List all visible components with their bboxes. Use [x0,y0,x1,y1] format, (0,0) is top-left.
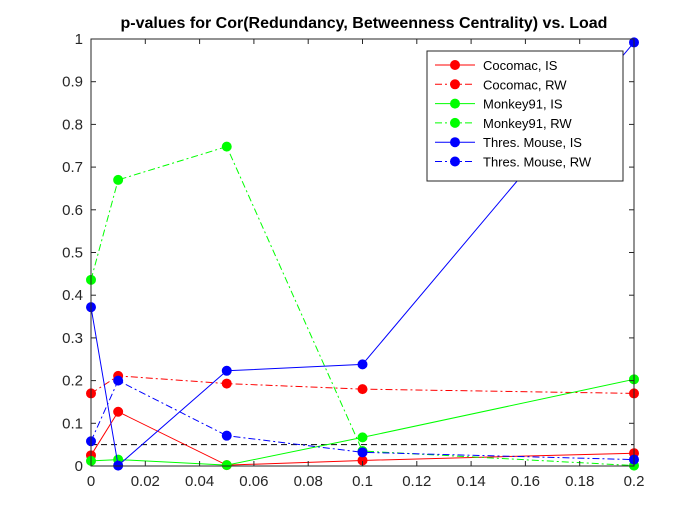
y-tick-label: 0.9 [62,74,83,91]
x-tick-label: 0.16 [511,473,540,490]
legend-item: Thres. Mouse, IS [435,135,582,150]
data-point [221,365,232,376]
y-tick-label: 0.1 [62,415,83,432]
legend-marker [450,117,460,128]
legend-marker [450,137,460,148]
legend-label: Monkey91, RW [483,116,572,131]
legend-marker [450,156,460,167]
legend-item: Monkey91, IS [435,97,563,112]
data-point [357,384,368,395]
x-tick-label: 0.02 [131,473,160,490]
x-tick-label: 0.2 [624,473,645,490]
x-tick-label: 0.14 [456,473,485,490]
legend-item: Cocomac, IS [435,58,558,73]
series-line [90,145,635,467]
legend-label: Thres. Mouse, IS [483,135,582,150]
data-point [357,447,368,458]
legend-label: Thres. Mouse, RW [483,155,592,170]
x-tick-label: 0.04 [185,473,214,490]
data-point [221,460,232,471]
x-tick-label: 0 [87,473,95,490]
legend-marker [450,79,460,90]
legend-item: Thres. Mouse, RW [435,155,592,170]
y-tick-label: 0.3 [62,330,83,347]
data-point [113,375,124,386]
x-tick-label: 0.06 [239,473,268,490]
x-tick-label: 0.18 [565,473,594,490]
y-tick-label: 0 [75,458,83,475]
y-tick-label: 1 [75,31,83,48]
legend-label: Monkey91, IS [483,97,563,112]
data-point [113,406,124,417]
legend-item: Cocomac, RW [435,77,567,92]
legend-label: Cocomac, RW [483,77,567,92]
legend-marker [450,60,460,70]
legend: Cocomac, IS Cocomac, RW Monkey91, IS Monkey… [426,50,624,182]
series-1 [86,370,639,399]
legend-marker [450,98,460,109]
data-point [357,359,368,370]
data-point [221,141,232,152]
data-point [357,432,368,443]
series-line [90,379,635,461]
x-tick-label: 0.08 [294,473,323,490]
data-point [221,430,232,441]
data-point [221,378,232,389]
axes-layer: 0 0.02 0.04 0.06 0.08 0.1 0.12 0.14 0.16 0.18 0.2 0… [62,31,644,490]
y-tick-label: 0.7 [62,159,83,176]
y-tick-label: 0.4 [62,287,83,304]
data-point [113,174,124,185]
y-tick-label: 0.6 [62,202,83,219]
legend-item: Monkey91, RW [435,116,572,131]
legend-box [426,50,624,182]
y-tick-label: 0.8 [62,116,83,133]
chart-title: p-values for Cor(Redundancy, Betweenness… [121,15,608,32]
y-tick-label: 0.5 [62,245,83,262]
x-tick-label: 0.12 [402,473,431,490]
y-tick-label: 0.2 [62,373,83,390]
x-tick-label: 0.1 [352,473,373,490]
legend-label: Cocomac, IS [483,58,558,73]
